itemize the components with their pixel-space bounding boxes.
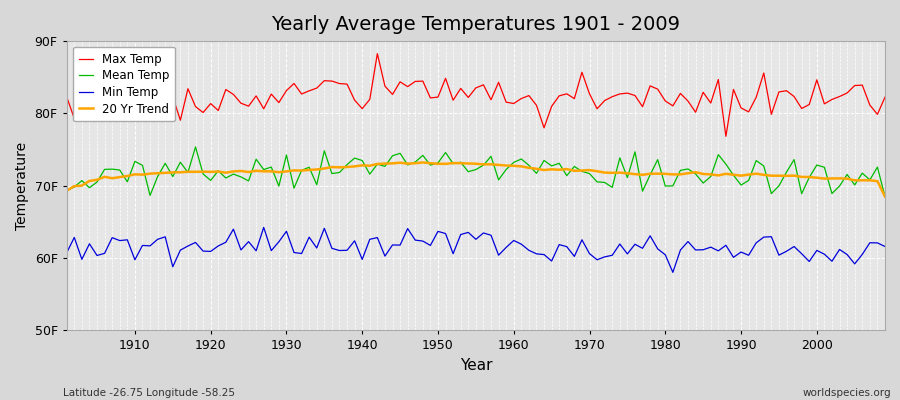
- Text: worldspecies.org: worldspecies.org: [803, 388, 891, 398]
- Line: Mean Temp: Mean Temp: [67, 147, 885, 196]
- Mean Temp: [190, 144, 201, 149]
- Max Temp: [508, 101, 519, 106]
- Min Temp: [61, 250, 72, 255]
- Mean Temp: [879, 194, 890, 199]
- Line: Max Temp: Max Temp: [67, 54, 885, 136]
- Min Temp: [516, 242, 526, 246]
- 20 Yr Trend: [61, 188, 72, 193]
- 20 Yr Trend: [516, 164, 526, 169]
- Max Temp: [334, 81, 345, 86]
- Mean Temp: [342, 162, 353, 167]
- Title: Yearly Average Temperatures 1901 - 2009: Yearly Average Temperatures 1901 - 2009: [272, 15, 680, 34]
- Max Temp: [516, 96, 526, 101]
- Max Temp: [372, 51, 382, 56]
- Legend: Max Temp, Mean Temp, Min Temp, 20 Yr Trend: Max Temp, Mean Temp, Min Temp, 20 Yr Tre…: [73, 47, 176, 122]
- 20 Yr Trend: [334, 165, 345, 170]
- Min Temp: [508, 238, 519, 243]
- Min Temp: [668, 270, 679, 275]
- Mean Temp: [508, 160, 519, 165]
- Y-axis label: Temperature: Temperature: [15, 142, 29, 230]
- Mean Temp: [516, 157, 526, 162]
- 20 Yr Trend: [607, 170, 617, 175]
- Mean Temp: [61, 188, 72, 193]
- Max Temp: [289, 81, 300, 86]
- Mean Temp: [122, 179, 132, 184]
- Min Temp: [879, 244, 890, 249]
- Max Temp: [607, 94, 617, 99]
- Min Temp: [342, 248, 353, 253]
- 20 Yr Trend: [122, 174, 132, 178]
- Max Temp: [122, 98, 132, 102]
- Min Temp: [122, 238, 132, 242]
- Min Temp: [258, 225, 269, 230]
- 20 Yr Trend: [508, 164, 519, 168]
- 20 Yr Trend: [418, 160, 428, 165]
- Min Temp: [296, 251, 307, 256]
- Max Temp: [721, 134, 732, 139]
- Max Temp: [879, 95, 890, 100]
- Line: 20 Yr Trend: 20 Yr Trend: [67, 162, 885, 196]
- 20 Yr Trend: [879, 194, 890, 199]
- Text: Latitude -26.75 Longitude -58.25: Latitude -26.75 Longitude -58.25: [63, 388, 235, 398]
- Min Temp: [607, 253, 617, 258]
- X-axis label: Year: Year: [460, 358, 492, 373]
- Line: Min Temp: Min Temp: [67, 227, 885, 272]
- Max Temp: [61, 94, 72, 99]
- Mean Temp: [296, 168, 307, 173]
- Mean Temp: [607, 185, 617, 190]
- 20 Yr Trend: [289, 168, 300, 173]
